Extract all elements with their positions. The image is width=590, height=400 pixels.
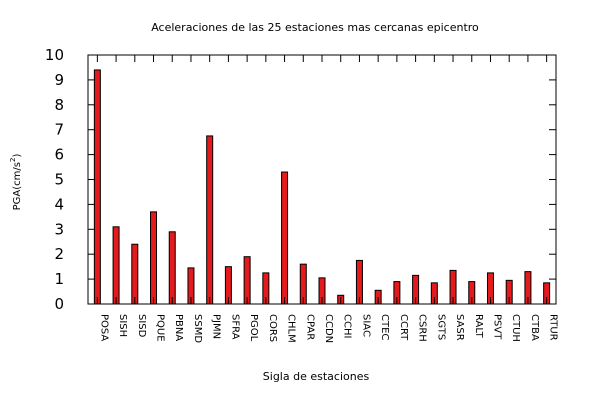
y-tick-label: 7: [54, 121, 64, 139]
y-tick-label: 2: [54, 245, 64, 263]
y-tick-label: 3: [54, 220, 64, 238]
x-tick-label-ctba: CTBA: [529, 314, 540, 341]
y-tick-label: 8: [54, 96, 64, 114]
x-tick-label-rtur: RTUR: [548, 314, 559, 341]
y-tick-label: 4: [54, 195, 64, 213]
bar-pgol: [243, 256, 251, 305]
x-tick-label-sish: SISH: [117, 314, 128, 337]
y-tick-label: 0: [54, 295, 64, 313]
y-tick-label: 5: [54, 171, 64, 189]
bars-group: [93, 69, 551, 305]
x-tick-label-ccdn: CCDN: [323, 314, 334, 343]
y-tick-label: 10: [45, 46, 64, 64]
y-axis-ticks: 0 1 2 3 4 5 6 7 8 9 10: [45, 46, 556, 313]
bar-pque: [150, 211, 158, 305]
x-tick-label-sfra: SFRA: [229, 314, 240, 340]
x-tick-label-pbna: PBNA: [173, 314, 184, 341]
y-tick-label: 1: [54, 270, 64, 288]
x-tick-label-pque: PQUE: [155, 314, 166, 342]
x-tick-label-cchi: CCHI: [342, 314, 353, 338]
bar-sisd: [131, 243, 139, 305]
bar-sish: [112, 226, 120, 305]
plot-frame: [87, 54, 557, 305]
bar-pjmn: [206, 135, 214, 305]
x-axis-label: Sigla de estaciones: [263, 370, 370, 383]
y-tick-label: 9: [54, 71, 64, 89]
x-tick-label-cors: CORS: [267, 314, 278, 342]
x-tick-label-psvt: PSVT: [491, 314, 502, 340]
x-tick-label-sgts: SGTS: [435, 314, 446, 340]
chart-title: Aceleraciones de las 25 estaciones mas c…: [151, 21, 479, 34]
x-tick-label-posa: POSA: [98, 314, 109, 341]
x-tick-label-ctec: CTEC: [379, 314, 390, 340]
x-tick-label-ctuh: CTUH: [510, 314, 521, 342]
x-tick-label-ccrt: CCRT: [398, 314, 409, 341]
x-tick-label-ralt: RALT: [473, 314, 484, 339]
x-tick-label-ssmd: SSMD: [192, 314, 203, 343]
x-tick-label-csrh: CSRH: [417, 314, 428, 342]
x-tick-label-sasr: SASR: [454, 314, 465, 341]
x-tick-label-cpar: CPAR: [304, 314, 315, 340]
bar-chlm: [281, 171, 289, 305]
y-axis-label: PGA(cm/s2): [9, 154, 23, 211]
x-tick-label-sisd: SISD: [136, 314, 147, 338]
bar-pbna: [168, 231, 176, 305]
x-axis-ticks: POSA SISH SISD PQUE PBNA SSMD PJMN SFRA PGOL CORS…: [96, 55, 559, 343]
x-tick-label-chlm: CHLM: [286, 314, 297, 343]
bar-posa: [93, 69, 101, 305]
x-tick-label-pjmn: PJMN: [211, 314, 222, 339]
x-tick-label-siac: SIAC: [360, 314, 371, 337]
x-tick-label-pgol: PGOL: [248, 314, 259, 342]
y-tick-label: 6: [54, 146, 64, 164]
